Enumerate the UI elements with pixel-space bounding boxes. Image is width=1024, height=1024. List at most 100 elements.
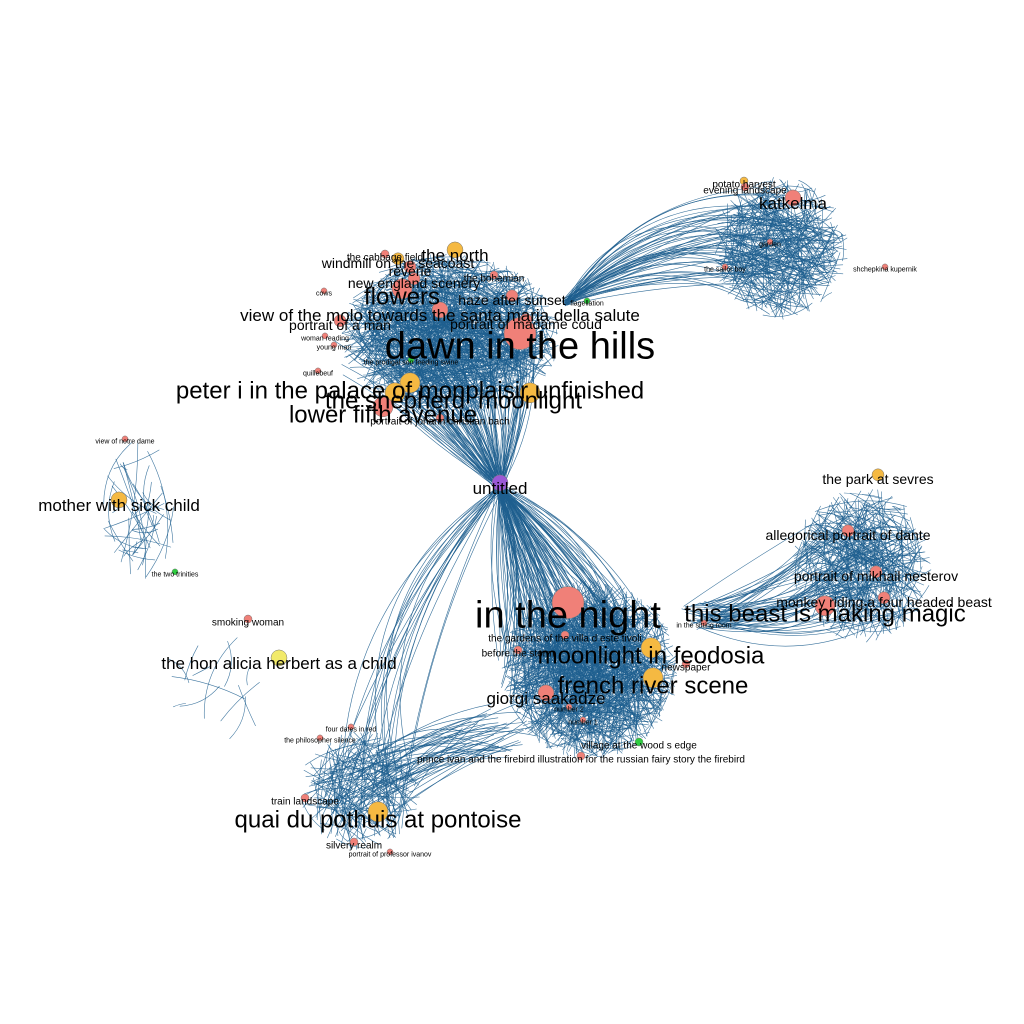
edge-c2 [741, 290, 790, 309]
edge-c2 [717, 261, 758, 292]
node-label: moonlight in feodosia [538, 642, 765, 669]
edge-c1 [374, 256, 417, 298]
edge-c1 [450, 326, 468, 346]
edge-c2 [753, 193, 837, 262]
edge-c1 [415, 267, 500, 279]
node-label: shchepkina kupernik [853, 266, 917, 273]
edge-c2 [762, 302, 813, 317]
edge-c1 [376, 277, 491, 349]
node-label: silvery realm [326, 841, 382, 852]
edge-c2 [749, 264, 788, 297]
edge-c1 [361, 256, 442, 301]
edge-c1 [541, 294, 553, 359]
edge-c1 [348, 319, 386, 365]
edge-c1 [451, 299, 521, 413]
edge-c2 [737, 206, 797, 244]
node-label: portrait of johann christian bach [370, 417, 510, 428]
edge-c1 [393, 335, 450, 363]
node-label: haze after sunset [458, 292, 566, 308]
node-label: the bohemian [464, 274, 525, 285]
edge-c2 [754, 282, 780, 300]
node-label: the park at sevres [822, 471, 933, 487]
edge-c1 [344, 276, 525, 353]
edge-c2 [751, 200, 778, 211]
edge-c1 [417, 303, 471, 382]
edge-c2 [726, 258, 787, 293]
edge-c1 [398, 305, 440, 331]
edge-c1 [395, 338, 445, 389]
node-label: the cabbage field [347, 253, 423, 264]
edge-c2 [770, 185, 814, 193]
edge-c2 [722, 239, 828, 270]
edge-c1 [398, 258, 446, 379]
node-label: portrait of madame coud [450, 316, 602, 332]
edge-c2 [768, 217, 821, 227]
node-label: before the storm [482, 649, 555, 660]
edge-c2 [778, 222, 791, 258]
edge-c1 [416, 276, 542, 362]
edge-c2 [801, 239, 810, 312]
edge-c2 [793, 205, 836, 281]
edge-c2 [768, 299, 809, 308]
edge-c1 [365, 313, 407, 378]
edge-c1 [537, 298, 552, 326]
node-label: portrait of professor ivanov [349, 851, 432, 858]
edge-c1 [444, 345, 517, 353]
node-label: monkey riding a four headed beast [776, 594, 992, 610]
edge-c1 [466, 305, 497, 347]
edge-c1 [402, 333, 510, 373]
edge-c2 [780, 180, 826, 250]
edge-c1 [543, 324, 548, 351]
edge-c1 [387, 256, 454, 268]
node-label: flagellation [570, 300, 604, 307]
edge-c1 [366, 268, 396, 318]
edge-c1 [496, 277, 522, 283]
edge-c1 [420, 292, 433, 338]
node-label: katkelma [759, 194, 828, 213]
node-label: quillebeuf [303, 370, 333, 377]
edge-c2 [751, 266, 779, 297]
edge-c1 [430, 254, 443, 394]
edge-c2 [795, 215, 800, 304]
edge-c1 [354, 275, 435, 361]
node-label: new england scenery [348, 275, 480, 291]
edge-c1 [351, 297, 412, 340]
edge-c1 [415, 305, 481, 377]
edge-c2 [798, 180, 820, 204]
edge-c2 [740, 225, 749, 279]
node-label: the prodigal son feeding swine [364, 359, 459, 366]
edge-c2 [832, 229, 844, 236]
node-label: number 1 [568, 719, 598, 726]
edge-c1 [375, 302, 385, 374]
edge-c2 [820, 252, 841, 303]
edge-c2 [797, 243, 805, 302]
edge-c1 [369, 297, 546, 384]
edge-c1 [419, 384, 489, 393]
node-label: newspaper [662, 663, 712, 674]
edge-c2 [736, 199, 753, 299]
node-label: four dates in red [326, 726, 377, 733]
edge-c1 [397, 307, 474, 335]
edge-c2 [808, 188, 813, 209]
edge-c1 [453, 285, 545, 318]
edge-c1 [431, 344, 453, 416]
node-label: number 2 [554, 706, 584, 713]
node-label: smoking woman [212, 618, 284, 629]
edge-c1 [394, 310, 410, 332]
node-label: the hon alicia herbert as a child [161, 654, 396, 673]
edge-c1 [360, 278, 392, 341]
edge-c2 [765, 261, 791, 289]
edge-c1 [442, 260, 484, 264]
edge-c2 [752, 181, 787, 227]
edge-c1 [389, 309, 555, 318]
edge-c2 [805, 192, 807, 204]
edge-c1 [391, 299, 494, 326]
edge-c2 [742, 191, 765, 257]
edge-c1 [387, 258, 445, 283]
edge-c1 [449, 270, 500, 321]
edge-c1 [507, 356, 533, 403]
node-label: mother with sick child [38, 496, 200, 515]
edge-c2 [801, 212, 842, 244]
edge-c1 [501, 386, 517, 392]
